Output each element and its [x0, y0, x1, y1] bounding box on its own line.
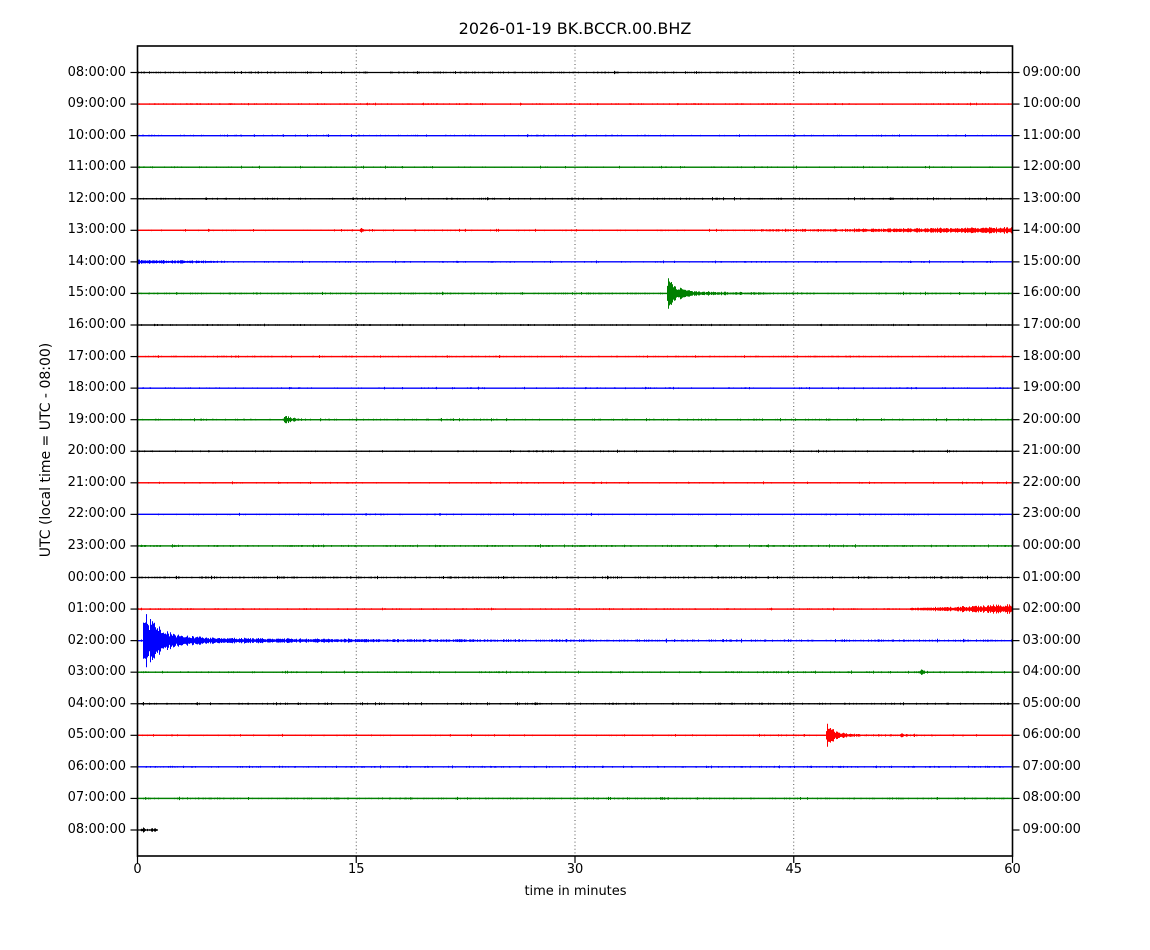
- trace-waveform: [137, 512, 1013, 516]
- utc-time-label: 19:00:00: [67, 411, 126, 427]
- utc-time-label: 04:00:00: [67, 695, 126, 711]
- trace-waveform: [137, 575, 1013, 580]
- trace-waveform: [137, 102, 1013, 106]
- x-axis-label: time in minutes: [524, 884, 627, 899]
- local-time-label: 14:00:00: [1022, 222, 1081, 238]
- utc-time-label: 14:00:00: [67, 253, 126, 269]
- x-tick-label: 0: [133, 862, 142, 877]
- trace-waveform: [137, 796, 1013, 801]
- trace-waveform: [137, 278, 1013, 309]
- utc-time-label: 13:00:00: [67, 222, 126, 238]
- x-tick-label: 30: [566, 862, 584, 877]
- trace-waveforms: [137, 70, 1013, 833]
- utc-time-label: 12:00:00: [67, 190, 126, 206]
- local-time-label: 20:00:00: [1022, 411, 1081, 427]
- utc-time-label: 06:00:00: [67, 758, 126, 774]
- utc-time-label: 01:00:00: [67, 601, 126, 617]
- local-time-label: 09:00:00: [1022, 822, 1081, 837]
- local-time-label: 07:00:00: [1022, 758, 1081, 774]
- local-time-label: 13:00:00: [1022, 190, 1081, 206]
- local-time-label: 02:00:00: [1022, 601, 1081, 617]
- local-time-label: 12:00:00: [1022, 159, 1081, 175]
- trace-waveform: [137, 355, 1013, 358]
- utc-time-label: 09:00:00: [67, 96, 126, 112]
- local-time-label: 10:00:00: [1022, 96, 1081, 112]
- trace-waveform: [137, 386, 1013, 390]
- local-time-label: 15:00:00: [1022, 253, 1081, 269]
- trace-waveform: [137, 165, 1013, 169]
- utc-time-label: 05:00:00: [67, 727, 126, 743]
- utc-time-label: 07:00:00: [67, 790, 126, 806]
- utc-time-label: 08:00:00: [67, 64, 126, 80]
- trace-waveform: [137, 765, 1013, 769]
- local-time-label: 23:00:00: [1022, 506, 1081, 522]
- utc-time-label: 02:00:00: [67, 632, 126, 648]
- x-tick-label: 60: [1004, 862, 1021, 877]
- utc-time-label: 17:00:00: [67, 348, 126, 364]
- local-time-label: 05:00:00: [1022, 695, 1081, 711]
- local-time-label: 22:00:00: [1022, 474, 1081, 490]
- local-time-label: 16:00:00: [1022, 285, 1081, 301]
- local-time-label: 01:00:00: [1022, 569, 1081, 585]
- local-time-label: 21:00:00: [1022, 443, 1081, 459]
- local-time-label: 19:00:00: [1022, 380, 1081, 396]
- local-time-label: 18:00:00: [1022, 348, 1081, 364]
- trace-waveform: [137, 604, 1013, 614]
- x-tick-label: 45: [785, 862, 803, 877]
- axis-ticks: [130, 71, 1020, 863]
- local-time-label: 04:00:00: [1022, 664, 1081, 680]
- utc-time-label: 15:00:00: [67, 285, 126, 301]
- utc-time-label: 16:00:00: [67, 317, 126, 332]
- utc-time-label: 08:00:00: [67, 822, 126, 837]
- local-time-label: 09:00:00: [1022, 64, 1081, 80]
- utc-time-label: 21:00:00: [67, 474, 126, 490]
- local-time-label: 11:00:00: [1022, 127, 1081, 143]
- local-time-label: 08:00:00: [1022, 790, 1081, 806]
- local-time-label: 17:00:00: [1022, 317, 1081, 332]
- utc-time-label: 18:00:00: [67, 380, 126, 396]
- utc-time-label: 10:00:00: [67, 127, 126, 143]
- trace-waveform: [137, 669, 1013, 675]
- x-tick-label: 15: [347, 862, 365, 877]
- trace-waveform: [137, 227, 1013, 234]
- utc-time-label: 03:00:00: [67, 664, 126, 680]
- trace-waveform: [137, 259, 1013, 265]
- trace-waveform: [137, 827, 158, 833]
- utc-time-label: 11:00:00: [67, 159, 126, 175]
- utc-time-label: 00:00:00: [67, 569, 126, 585]
- utc-time-label: 23:00:00: [67, 537, 126, 553]
- local-time-label: 06:00:00: [1022, 727, 1081, 743]
- utc-time-label: 22:00:00: [67, 506, 126, 522]
- utc-time-label: 20:00:00: [67, 443, 126, 459]
- local-time-label: 00:00:00: [1022, 537, 1081, 553]
- local-time-label: 03:00:00: [1022, 632, 1081, 648]
- chart-title: 2026-01-19 BK.BCCR.00.BHZ: [458, 19, 692, 38]
